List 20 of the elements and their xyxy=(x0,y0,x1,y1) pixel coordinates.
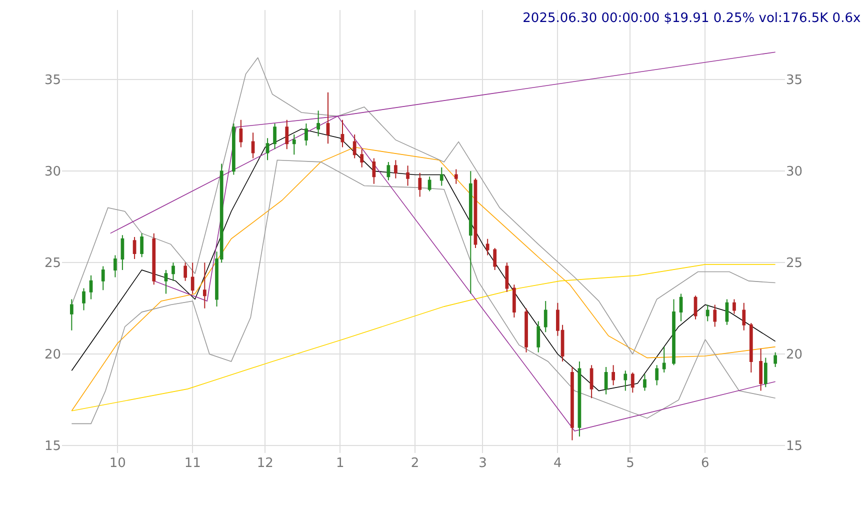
y2-tick-label: 20 xyxy=(786,348,803,363)
chart-title: 2025.06.30 00:00:00 $19.91 0.25% vol:176.5K 0.6x xyxy=(522,11,861,26)
x-tick-label: 2 xyxy=(410,456,420,471)
y-tick-label: 30 xyxy=(44,164,61,180)
x-tick-label: 10 xyxy=(109,456,126,471)
x-tick-label: 3 xyxy=(478,456,487,471)
x-tick-label: 1 xyxy=(336,456,344,471)
x-tick-label: 4 xyxy=(554,456,562,471)
y2-tick-label: 30 xyxy=(786,164,803,180)
y-tick-label: 25 xyxy=(44,256,61,272)
y2-tick-label: 25 xyxy=(786,256,803,272)
y-tick-label: 20 xyxy=(44,348,61,363)
y-tick-label: 15 xyxy=(44,439,61,454)
x-tick-label: 11 xyxy=(184,456,201,471)
x-tick-label: 6 xyxy=(701,456,710,471)
y-tick-label: 35 xyxy=(44,73,61,88)
x-tick-label: 5 xyxy=(626,456,634,471)
y2-tick-label: 35 xyxy=(786,73,803,88)
x-tick-label: 12 xyxy=(256,456,274,471)
y2-tick-label: 15 xyxy=(786,439,803,454)
